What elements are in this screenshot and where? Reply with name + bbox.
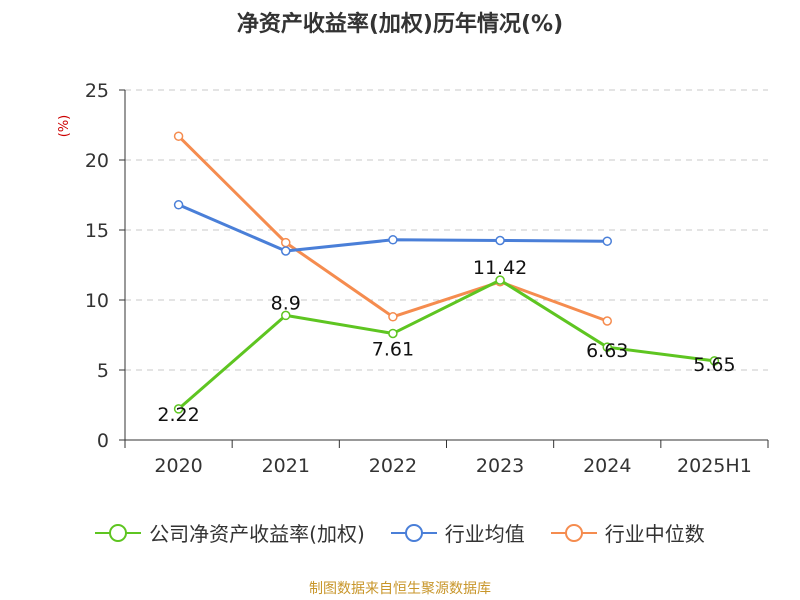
data-point — [173, 200, 184, 210]
data-label: 5.65 — [693, 354, 735, 376]
data-point — [281, 237, 291, 248]
y-tick-label: 15 — [85, 220, 109, 242]
x-tick-label: 2022 — [369, 455, 417, 477]
data-point — [173, 404, 184, 414]
y-tick-label: 0 — [97, 430, 109, 452]
y-axis-unit-label: (%) — [57, 115, 72, 138]
data-point — [602, 316, 612, 326]
data-label: 6.63 — [586, 340, 628, 362]
data-point — [173, 131, 184, 141]
data-label: 11.42 — [473, 257, 527, 279]
legend-label: 公司净资产收益率(加权) — [149, 522, 365, 546]
data-point — [495, 275, 505, 285]
data-label: 2.22 — [157, 404, 199, 426]
legend-item[interactable]: 行业均值 — [390, 518, 525, 547]
chart-title: 净资产收益率(加权)历年情况(%) — [236, 12, 564, 37]
data-label: 8.9 — [271, 292, 301, 314]
x-tick-label: 2024 — [583, 455, 631, 477]
data-point — [495, 235, 505, 246]
data-point — [602, 342, 612, 352]
y-tick-label: 25 — [85, 80, 109, 102]
x-tick-label: 2025H1 — [677, 455, 752, 477]
data-labels: 2.22 8.9 7.61 11.42 6.63 5.65 — [157, 257, 735, 426]
x-tick-label: 2020 — [154, 455, 202, 477]
data-point — [388, 328, 398, 339]
data-point — [388, 235, 398, 245]
legend-swatch-icon — [390, 523, 437, 542]
y-tick-label: 20 — [85, 150, 109, 172]
legend-item[interactable]: 行业中位数 — [550, 518, 705, 547]
series-lines — [173, 131, 720, 414]
legend-swatch-icon — [95, 523, 142, 542]
data-point — [281, 310, 291, 321]
x-tick-label: 2021 — [262, 455, 310, 477]
legend-swatch-icon — [550, 523, 597, 542]
data-point — [388, 312, 398, 322]
data-label: 7.61 — [372, 338, 414, 360]
axes: 0 5 10 15 20 25 2020 2021 2022 2023 2024 2025H1 — [85, 80, 769, 477]
series-line — [177, 135, 608, 323]
legend-label: 行业均值 — [444, 522, 525, 546]
data-point — [602, 236, 612, 246]
legend-label: 行业中位数 — [604, 522, 705, 546]
source-note: 制图数据来自恒生聚源数据库 — [309, 581, 491, 597]
legend: 公司净资产收益率(加权) 行业均值 行业中位数 — [0, 518, 800, 547]
y-tick-label: 10 — [85, 290, 109, 312]
data-point — [281, 246, 291, 256]
grid-lines — [125, 89, 768, 371]
data-point — [709, 356, 720, 366]
y-tick-label: 5 — [97, 360, 109, 382]
series-line — [177, 278, 715, 411]
x-tick-label: 2023 — [476, 455, 524, 477]
legend-item[interactable]: 公司净资产收益率(加权) — [95, 518, 365, 547]
